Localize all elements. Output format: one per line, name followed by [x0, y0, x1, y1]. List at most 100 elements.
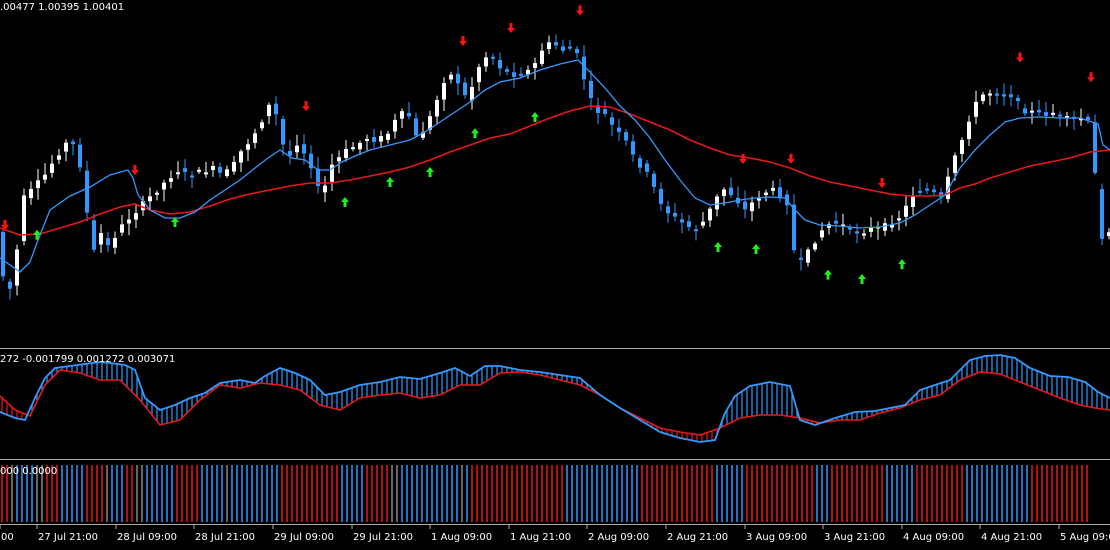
candle-body	[596, 105, 600, 114]
candle-body	[323, 185, 327, 193]
candle-body	[771, 187, 775, 191]
candle-body	[1037, 109, 1041, 113]
candle-body	[1093, 122, 1097, 173]
sell-signal-arrow	[878, 178, 886, 188]
candle-body	[974, 101, 978, 117]
candle-body	[645, 163, 649, 172]
candle-body	[1009, 94, 1013, 98]
candle-body	[421, 132, 425, 138]
candle-body	[1044, 112, 1048, 116]
candle-body	[379, 136, 383, 142]
time-axis-label: 4 Aug 21:00	[981, 532, 1042, 543]
macd-main-line	[0, 354, 1110, 443]
candle-body	[281, 118, 285, 145]
candle-body	[687, 221, 691, 227]
time-axis-label: 29 Jul 21:00	[353, 532, 413, 543]
candle-body	[372, 137, 376, 142]
candle-body	[995, 93, 999, 96]
sell-signal-arrow	[1, 220, 9, 230]
candle-body	[659, 188, 663, 204]
candle-body	[869, 227, 873, 232]
candle-body	[22, 195, 26, 241]
buy-signal-arrow	[531, 112, 539, 122]
candle-body	[344, 148, 348, 158]
buy-signal-arrow	[33, 229, 41, 240]
sell-signal-arrow	[131, 165, 139, 175]
slow-moving-average-line	[0, 105, 1110, 236]
candle-body	[722, 189, 726, 197]
candle-body	[232, 161, 236, 172]
buy-signal-arrow	[752, 244, 760, 254]
candle-body	[337, 157, 341, 162]
candle-body	[834, 220, 838, 224]
candle-body	[302, 144, 306, 154]
candle-body	[1030, 110, 1034, 113]
candle-body	[400, 111, 404, 119]
candle-body	[358, 142, 362, 150]
candle-body	[540, 50, 544, 64]
candle-body	[127, 219, 131, 224]
candle-body	[561, 46, 565, 51]
candle-body	[330, 164, 334, 182]
candle-body	[148, 196, 152, 202]
time-axis-label: 29 Jul 09:00	[274, 532, 334, 543]
time-axis-label: 3 Aug 21:00	[824, 532, 885, 543]
candle-body	[463, 82, 467, 96]
candle-body	[141, 201, 145, 211]
price-panel[interactable]	[0, 5, 1110, 300]
candle-body	[708, 208, 712, 221]
candle-body	[960, 140, 964, 154]
color-bar-panel[interactable]	[1, 465, 1088, 522]
candle-body	[1058, 114, 1062, 117]
candle-body	[414, 118, 418, 136]
time-axis-label: 2 Aug 21:00	[667, 532, 728, 543]
candle-body	[15, 249, 19, 286]
buy-signal-arrow	[824, 269, 832, 280]
candle-body	[764, 192, 768, 196]
candle-body	[435, 99, 439, 117]
buy-signal-arrow	[858, 274, 866, 284]
candle-body	[806, 249, 810, 263]
candle-body	[1086, 116, 1090, 120]
candle-body	[652, 173, 656, 187]
candle-body	[29, 188, 33, 199]
candle-body	[71, 141, 75, 145]
candle-body	[393, 119, 397, 132]
candle-body	[953, 155, 957, 173]
candle-body	[505, 69, 509, 72]
candle-body	[512, 72, 516, 77]
candle-body	[169, 178, 173, 182]
candle-body	[484, 57, 488, 67]
candle-body	[554, 42, 558, 46]
candle-body	[897, 218, 901, 221]
candle-body	[582, 56, 586, 80]
candle-body	[673, 212, 677, 217]
candle-body	[309, 153, 313, 169]
candle-body	[792, 204, 796, 251]
candle-body	[155, 192, 159, 195]
candle-body	[1016, 97, 1020, 102]
candle-body	[92, 220, 96, 250]
candle-body	[911, 195, 915, 208]
candle-body	[64, 142, 68, 152]
candle-body	[694, 229, 698, 232]
macd-panel[interactable]	[0, 354, 1110, 443]
candle-body	[743, 201, 747, 210]
candle-body	[715, 196, 719, 210]
candle-body	[813, 243, 817, 250]
candle-body	[1107, 232, 1110, 236]
candle-body	[491, 56, 495, 59]
candle-body	[617, 127, 621, 132]
candle-body	[533, 63, 537, 68]
candle-body	[904, 205, 908, 217]
sell-signal-arrow	[459, 36, 467, 46]
candle-body	[365, 138, 369, 141]
candle-body	[603, 109, 607, 114]
candle-body	[197, 169, 201, 172]
time-axis-label: 28 Jul 09:00	[117, 532, 177, 543]
time-axis-label: 27 Jul 21:00	[38, 532, 98, 543]
candle-body	[890, 224, 894, 228]
candle-body	[862, 233, 866, 236]
candle-body	[589, 80, 593, 99]
candle-body	[36, 180, 40, 189]
